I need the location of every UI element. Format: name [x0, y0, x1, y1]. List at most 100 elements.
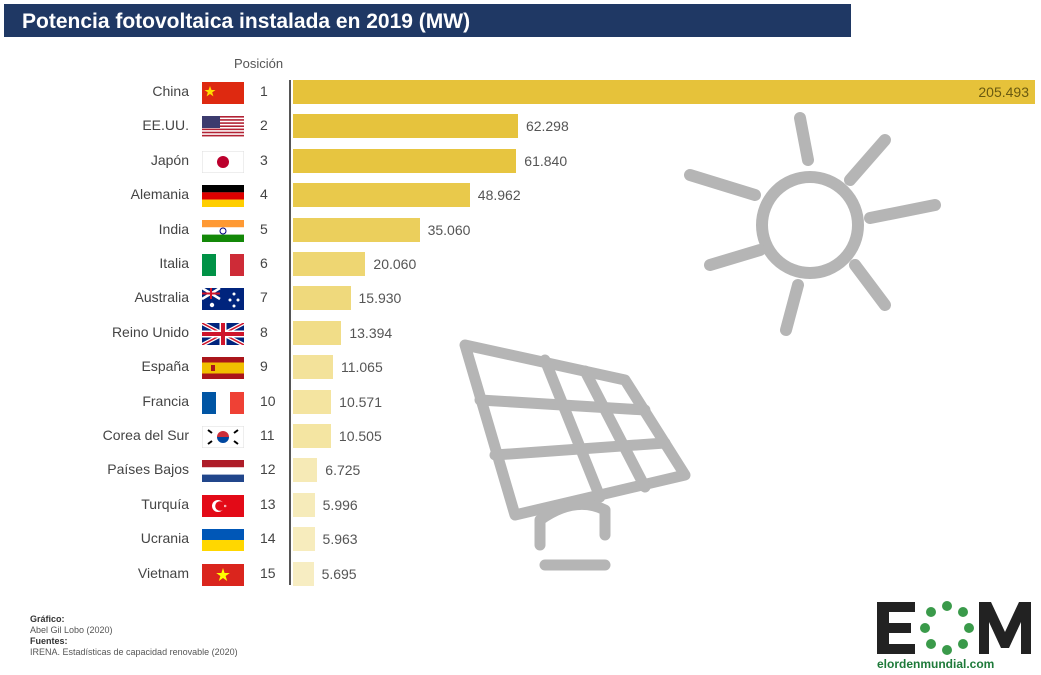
- china-flag-icon: [202, 82, 244, 104]
- rank-label: 13: [260, 495, 276, 512]
- value-label: 35.060: [427, 221, 471, 238]
- bar: [293, 561, 314, 586]
- chart-row: Ucrania 14 5.963: [0, 527, 1041, 552]
- rank-label: 11: [260, 427, 275, 443]
- bar: [293, 286, 351, 311]
- france-flag-icon: [202, 391, 244, 414]
- rank-label: 3: [260, 151, 268, 168]
- solar-panel-icon: [459, 339, 691, 571]
- chart-row: Japón 3 61.840: [0, 148, 1041, 173]
- bar: [293, 80, 1035, 104]
- chart-row: Reino Unido 8 13.394: [0, 320, 1041, 345]
- logo-site: elordenmundial.com: [877, 657, 995, 671]
- italy-flag-icon: [202, 254, 244, 276]
- germany-flag-icon: [202, 185, 244, 208]
- sources-label: Fuentes:: [30, 636, 68, 646]
- category-label: Turquía: [141, 495, 189, 512]
- chart-row: Australia 7 15.930: [0, 286, 1041, 311]
- uk-flag-icon: [202, 322, 244, 345]
- category-label: Alemania: [130, 186, 189, 203]
- value-label: 48.962: [477, 187, 521, 204]
- japan-flag-icon: [202, 150, 244, 173]
- bar: [293, 424, 331, 448]
- rank-label: 8: [260, 323, 268, 340]
- rank-label: 9: [260, 358, 268, 375]
- india-flag-icon: [202, 219, 244, 242]
- rank-label: 5: [260, 220, 268, 237]
- eom-logo: [877, 601, 1031, 655]
- bar: [293, 389, 332, 414]
- value-label: 15.930: [358, 290, 402, 307]
- rank-label: 6: [260, 255, 268, 271]
- sources-text: IRENA. Estadísticas de capacidad renovab…: [30, 647, 238, 657]
- rank-label: 14: [260, 530, 276, 547]
- vietnam-flag-icon: [202, 563, 244, 586]
- rank-label: 7: [260, 289, 268, 306]
- value-label: 11.065: [340, 359, 383, 376]
- value-label: 5.963: [322, 531, 358, 548]
- category-label: Francia: [142, 392, 189, 409]
- category-label: Vietnam: [137, 564, 189, 581]
- chart-row: China 1 205.493: [0, 80, 1041, 104]
- graphic-author: Abel Gil Lobo (2020): [30, 625, 113, 635]
- value-label: 13.394: [349, 324, 393, 341]
- rank-header: Posición: [234, 56, 284, 71]
- turkey-flag-icon: [202, 494, 244, 517]
- australia-flag-icon: [202, 288, 244, 311]
- sun-icon: [684, 112, 941, 336]
- usa-flag-icon: [202, 116, 244, 139]
- chart-row: Vietnam 15 5.695: [0, 561, 1041, 586]
- value-label: 5.695: [321, 565, 357, 582]
- bar: [293, 148, 517, 173]
- category-label: India: [158, 220, 189, 237]
- category-label: EE.UU.: [142, 117, 189, 134]
- chart-row: Corea del Sur 11 10.505: [0, 424, 1041, 448]
- value-label: 61.840: [524, 152, 568, 169]
- rank-label: 12: [260, 461, 276, 478]
- category-label: España: [141, 358, 189, 375]
- chart-row: EE.UU. 2 62.298: [0, 114, 1041, 139]
- value-label: 6.725: [325, 462, 361, 479]
- bar: [293, 252, 366, 276]
- bar: [293, 183, 470, 208]
- category-label: Ucrania: [140, 530, 189, 547]
- south-korea-flag-icon: [202, 426, 244, 448]
- page-title: Potencia fotovoltaica instalada en 2019 …: [22, 10, 471, 33]
- value-label: 20.060: [373, 256, 417, 272]
- title-bar: Potencia fotovoltaica instalada en 2019 …: [4, 4, 851, 37]
- bar: [293, 355, 333, 380]
- chart-axis: [289, 80, 291, 585]
- category-label: Australia: [134, 289, 189, 306]
- category-label: Italia: [159, 255, 189, 271]
- rank-label: 2: [260, 117, 268, 134]
- chart-row: Turquía 13 5.996: [0, 492, 1041, 517]
- bar: [293, 527, 315, 552]
- chart-row: Países Bajos 12 6.725: [0, 458, 1041, 483]
- category-label: China: [152, 83, 189, 99]
- chart-row: Italia 6 20.060: [0, 252, 1041, 276]
- category-label: Reino Unido: [111, 323, 189, 340]
- value-label: 10.571: [339, 393, 382, 410]
- bar: [293, 458, 318, 483]
- netherlands-flag-icon: [202, 460, 244, 483]
- category-label: Corea del Sur: [102, 427, 189, 443]
- bar: [293, 320, 342, 345]
- chart-row: España 9 11.065: [0, 355, 1041, 380]
- value-label: 5.996: [322, 496, 358, 513]
- value-label: 205.493: [978, 84, 1029, 100]
- graphic-label: Gráfico:: [30, 614, 65, 624]
- rank-label: 15: [260, 564, 276, 581]
- rank-label: 1: [260, 83, 268, 99]
- category-label: Japón: [150, 151, 189, 168]
- category-label: Países Bajos: [107, 461, 189, 478]
- value-label: 62.298: [525, 118, 569, 135]
- rank-label: 4: [260, 186, 268, 203]
- credits: Gráfico: Abel Gil Lobo (2020) Fuentes: I…: [30, 614, 238, 658]
- ukraine-flag-icon: [202, 529, 244, 552]
- chart-row: Francia 10 10.571: [0, 389, 1041, 414]
- bar: [293, 217, 420, 242]
- value-label: 10.505: [338, 428, 382, 444]
- chart-row: India 5 35.060: [0, 217, 1041, 242]
- bar: [293, 492, 315, 517]
- bar: [293, 114, 518, 139]
